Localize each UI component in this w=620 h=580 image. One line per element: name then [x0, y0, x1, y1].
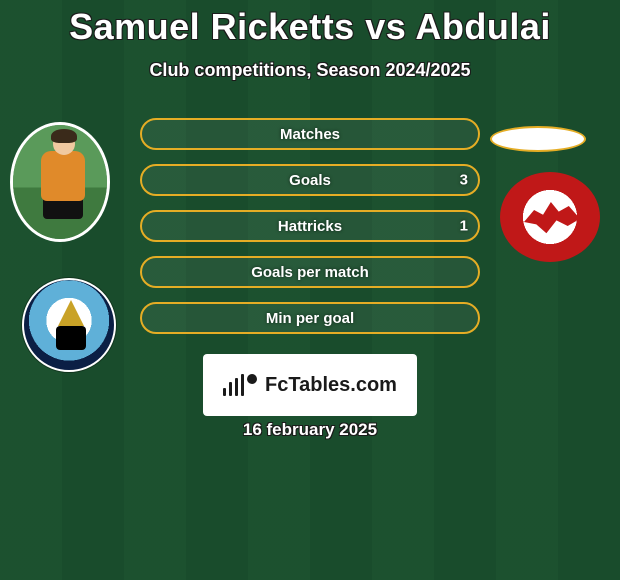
- stat-label: Hattricks: [278, 218, 342, 235]
- player-photo: [10, 122, 110, 242]
- subtitle: Club competitions, Season 2024/2025: [0, 60, 620, 81]
- stat-label: Goals: [289, 172, 331, 189]
- fctables-logo-icon: [223, 374, 257, 396]
- date-label: 16 february 2025: [0, 420, 620, 440]
- ellipse-marker-icon: [490, 126, 586, 152]
- stat-row: Goals per match: [140, 256, 480, 288]
- fctables-logo-text: FcTables.com: [265, 374, 397, 397]
- stat-right-value: 3: [460, 172, 468, 189]
- stat-row: Goals 3: [140, 164, 480, 196]
- stat-row: Hattricks 1: [140, 210, 480, 242]
- stat-row: Min per goal: [140, 302, 480, 334]
- club-badge-left-icon: [22, 278, 116, 372]
- stat-label: Goals per match: [251, 264, 369, 281]
- stat-row: Matches: [140, 118, 480, 150]
- stat-label: Min per goal: [266, 310, 354, 327]
- club-badge-right-icon: [500, 172, 600, 262]
- fctables-logo[interactable]: FcTables.com: [203, 354, 417, 416]
- comparison-card: Samuel Ricketts vs Abdulai Club competit…: [0, 0, 620, 580]
- stat-right-value: 1: [460, 218, 468, 235]
- stat-label: Matches: [280, 126, 340, 143]
- stats-container: Matches Goals 3 Hattricks 1 Goals per match Mi…: [140, 118, 480, 348]
- page-title: Samuel Ricketts vs Abdulai: [0, 0, 620, 48]
